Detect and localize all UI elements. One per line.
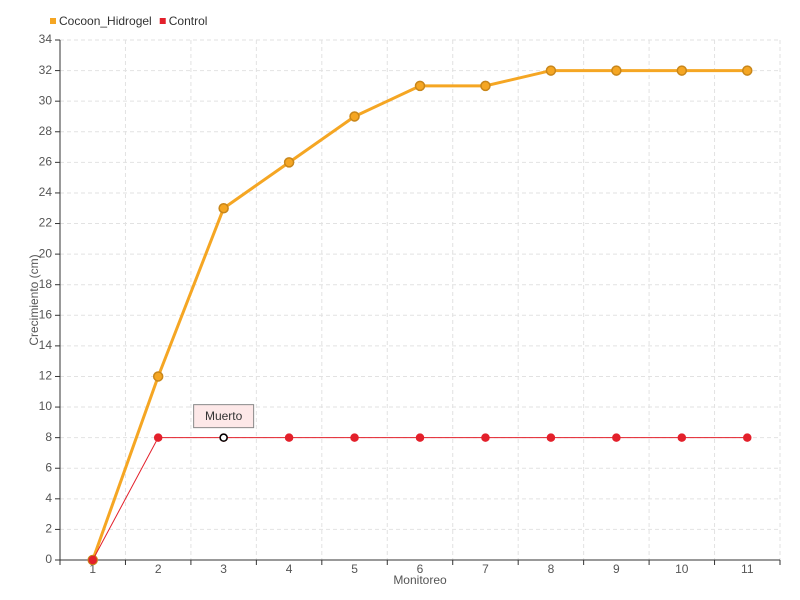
data-point [480, 80, 491, 92]
x-tick-label: 2 [155, 562, 162, 576]
y-tick-label: 0 [45, 552, 52, 566]
data-point [545, 65, 557, 76]
x-axis-label: Monitoreo [393, 573, 447, 587]
y-tick-label: 14 [39, 338, 53, 352]
y-tick-label: 24 [39, 185, 53, 199]
data-point [481, 433, 490, 442]
data-point [218, 202, 229, 214]
x-tick-label: 1 [89, 562, 96, 576]
annotated-point [219, 433, 228, 442]
x-tick-label: 11 [741, 562, 754, 576]
x-tick-label: 7 [482, 562, 489, 576]
y-tick-label: 2 [45, 522, 52, 536]
data-point [284, 433, 294, 442]
legend-label: Control [169, 14, 208, 28]
y-tick-label: 30 [39, 93, 53, 107]
y-tick-label: 18 [39, 277, 53, 291]
x-tick-label: 5 [351, 562, 358, 576]
y-tick-label: 26 [39, 155, 53, 169]
data-point [414, 80, 426, 92]
y-tick-label: 10 [39, 399, 53, 413]
legend-swatch [50, 18, 56, 24]
x-tick-label: 6 [417, 562, 424, 576]
legend-swatch [159, 18, 166, 24]
data-point [742, 65, 753, 76]
y-tick-label: 22 [39, 216, 53, 230]
data-point [153, 433, 163, 442]
x-tick-label: 9 [613, 562, 620, 576]
data-point [743, 433, 752, 442]
data-point [283, 157, 295, 168]
y-tick-label: 8 [45, 430, 52, 444]
y-tick-label: 32 [39, 63, 53, 77]
y-tick-label: 4 [45, 491, 52, 505]
data-point [349, 111, 360, 122]
data-point [612, 433, 621, 442]
data-point [88, 555, 97, 565]
data-point [546, 433, 556, 442]
y-tick-label: 34 [39, 32, 53, 46]
data-point [611, 65, 622, 76]
y-tick-label: 28 [39, 124, 53, 138]
x-tick-label: 8 [548, 562, 555, 576]
data-point [677, 433, 687, 442]
y-axis-label: Crecimiento (cm) [27, 254, 41, 345]
data-point [415, 433, 425, 442]
annotation-text: Muerto [205, 409, 243, 423]
x-tick-label: 10 [675, 562, 689, 576]
y-tick-label: 16 [39, 307, 53, 321]
y-tick-label: 20 [39, 246, 53, 260]
data-point [350, 433, 359, 442]
x-tick-label: 3 [220, 562, 227, 576]
annotation: Muerto [193, 404, 255, 429]
data-point [152, 371, 164, 382]
x-tick-label: 4 [286, 562, 293, 576]
legend-label: Cocoon_Hidrogel [59, 14, 152, 28]
y-tick-label: 12 [39, 369, 53, 383]
y-tick-label: 6 [45, 460, 52, 474]
data-point [676, 65, 688, 76]
annotation-box [193, 404, 255, 429]
